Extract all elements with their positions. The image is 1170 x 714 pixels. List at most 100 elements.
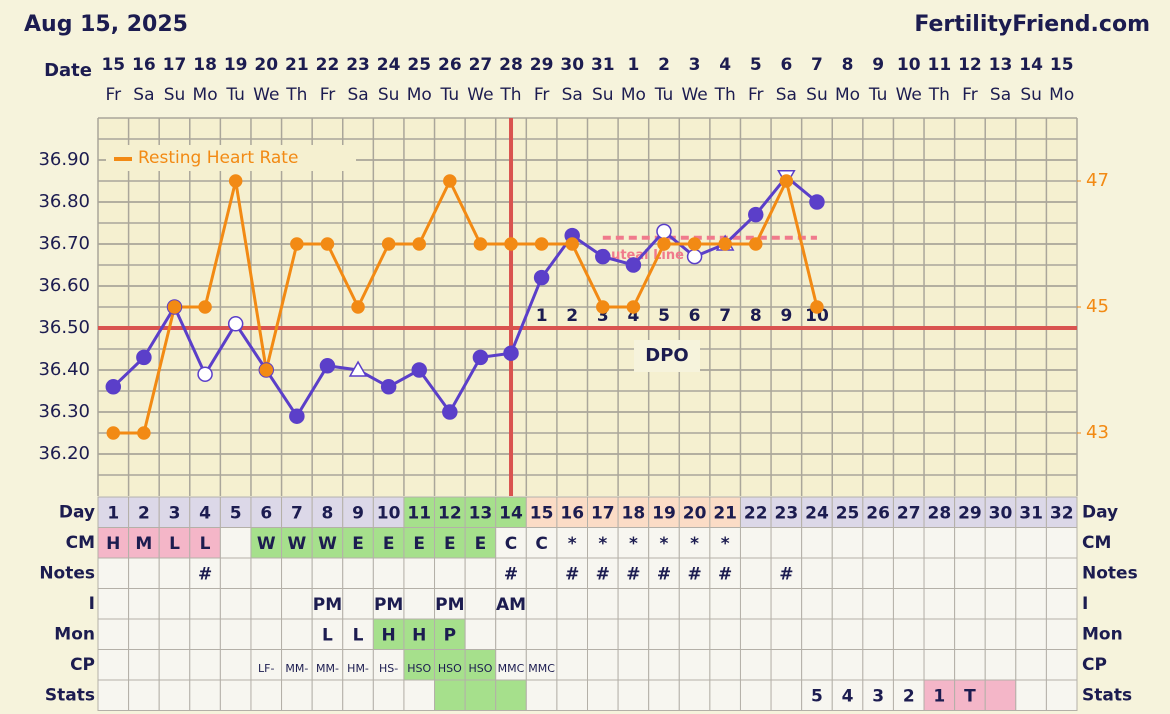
table-cell-text: # (687, 564, 701, 584)
date-number: 29 (530, 55, 554, 75)
table-cell (954, 557, 986, 589)
table-cell (648, 588, 680, 620)
table-cell (587, 649, 619, 681)
heart-rate-marker (626, 300, 641, 314)
table-cell (128, 618, 160, 650)
table-cell (250, 588, 283, 620)
table-cell (739, 588, 772, 620)
weekday: Fr (962, 85, 978, 105)
table-cell (862, 649, 894, 681)
heart-rate-marker (443, 174, 457, 188)
table-cell (801, 588, 833, 620)
table-cell (372, 527, 405, 559)
table-cell (923, 527, 956, 559)
y2-tick-label: 43 (1086, 422, 1109, 443)
table-cell (342, 649, 374, 681)
table-cell (495, 527, 527, 559)
table-cell-text: 22 (744, 503, 768, 523)
table-cell (311, 618, 344, 650)
table-cell-text: PM (435, 595, 464, 615)
table-cell-text: T (964, 686, 976, 706)
table-cell (342, 679, 374, 711)
table-cell (1045, 557, 1078, 589)
table-cell (250, 618, 283, 650)
table-cell (954, 588, 986, 620)
table-cell (1015, 679, 1047, 711)
table-cell (709, 618, 741, 650)
table-cell (495, 679, 527, 711)
weekday: Sa (347, 85, 368, 105)
table-cell (403, 557, 436, 589)
table-cell (97, 649, 130, 681)
table-cell (648, 557, 680, 589)
table-cell (617, 679, 650, 711)
table-cell (678, 557, 711, 589)
table-cell-text: E (352, 534, 364, 554)
table-cell (403, 588, 436, 620)
table-cell (801, 496, 833, 528)
table-cell (984, 588, 1017, 620)
date-number: 25 (407, 55, 431, 75)
table-cell (648, 679, 680, 711)
temp-marker (136, 349, 152, 366)
weekday: Mo (621, 85, 646, 105)
table-cell (464, 496, 497, 528)
table-cell-text: HM- (347, 662, 369, 675)
weekday: Sa (562, 85, 583, 105)
table-cell (709, 649, 741, 681)
heart-rate-marker (779, 174, 794, 188)
table-cell (1045, 588, 1078, 620)
y-tick-label: 36.20 (38, 443, 90, 464)
table-cell-text: PM (374, 595, 403, 615)
table-cell (984, 649, 1017, 681)
table-cell (801, 679, 833, 711)
table-cell (556, 649, 588, 681)
table-cell (464, 557, 497, 589)
row-label: Stats (45, 685, 95, 705)
table-cell-text: C (535, 534, 547, 554)
weekday: Tu (440, 85, 460, 105)
table-cell (831, 649, 864, 681)
table-cell-text: MMC (498, 662, 525, 675)
table-cell-text: * (629, 534, 638, 554)
table-cell-text: M (135, 534, 152, 554)
weekday: We (681, 85, 707, 105)
table-cell (189, 588, 221, 620)
dpo-number: 10 (805, 306, 829, 326)
table-cell-text: # (657, 564, 671, 584)
table-cell (403, 649, 436, 681)
weekday: Su (1020, 85, 1042, 105)
table-cell (281, 649, 313, 681)
date-number: 30 (560, 55, 584, 75)
row-label: I (89, 594, 95, 614)
table-cell (831, 618, 864, 650)
table-cell (801, 557, 833, 589)
table-cell (801, 527, 833, 559)
y-tick-label: 36.90 (38, 149, 90, 170)
table-cell-text: C (505, 534, 517, 554)
dpo-number: 2 (566, 306, 578, 326)
table-cell (311, 588, 344, 620)
table-cell (281, 618, 313, 650)
table-cell-text: E (413, 534, 425, 554)
table-cell-text: 32 (1050, 503, 1074, 523)
table-cell (831, 679, 864, 711)
date-number: 16 (132, 55, 156, 75)
table-cell (219, 649, 252, 681)
row-label-right: CM (1082, 533, 1111, 553)
site-name[interactable]: FertilityFriend.com (914, 12, 1150, 37)
table-cell (556, 588, 588, 620)
date-number: 18 (193, 55, 217, 75)
table-cell (831, 588, 864, 620)
heart-rate-marker (504, 237, 518, 251)
table-cell (770, 618, 803, 650)
heart-rate-marker (596, 300, 610, 314)
table-cell (770, 588, 803, 620)
table-cell-text: * (721, 534, 730, 554)
temp-marker (595, 248, 611, 265)
table-cell-text: # (198, 564, 212, 584)
table-cell (97, 557, 130, 589)
table-cell (311, 649, 344, 681)
temp-marker (348, 360, 368, 377)
table-cell (892, 557, 925, 589)
